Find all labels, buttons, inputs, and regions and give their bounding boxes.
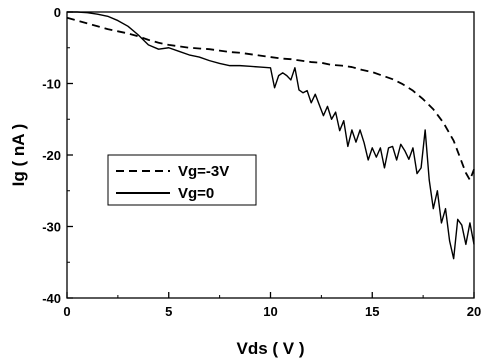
legend-label-vg-0: Vg=0 bbox=[178, 185, 214, 202]
series-line-vg-neg3v bbox=[66, 16, 475, 181]
y-tick-label: -10 bbox=[42, 77, 61, 92]
x-tick-label: 20 bbox=[467, 304, 481, 319]
y-axis: 0 -10 -20 -30 -40 bbox=[42, 5, 73, 306]
y-axis-title: Ig ( nA ) bbox=[9, 124, 28, 187]
y-tick-label: -30 bbox=[42, 220, 61, 235]
y-tick-label: -20 bbox=[42, 148, 61, 163]
x-axis: 0 5 10 15 20 bbox=[63, 292, 481, 319]
x-tick-label: 15 bbox=[365, 304, 379, 319]
x-axis-title: Vds ( V ) bbox=[236, 339, 304, 358]
y-tick-label: -40 bbox=[42, 291, 61, 306]
legend: Vg=-3V Vg=0 bbox=[107, 154, 257, 206]
x-tick-label: 0 bbox=[63, 304, 70, 319]
legend-box bbox=[107, 154, 257, 206]
x-tick-label: 10 bbox=[263, 304, 277, 319]
legend-label-vg-neg3v: Vg=-3V bbox=[178, 163, 229, 180]
series-line-vg-0 bbox=[67, 11, 475, 260]
series-layer bbox=[66, 11, 475, 260]
x-tick-label: 5 bbox=[165, 304, 172, 319]
y-tick-label: 0 bbox=[54, 5, 61, 20]
